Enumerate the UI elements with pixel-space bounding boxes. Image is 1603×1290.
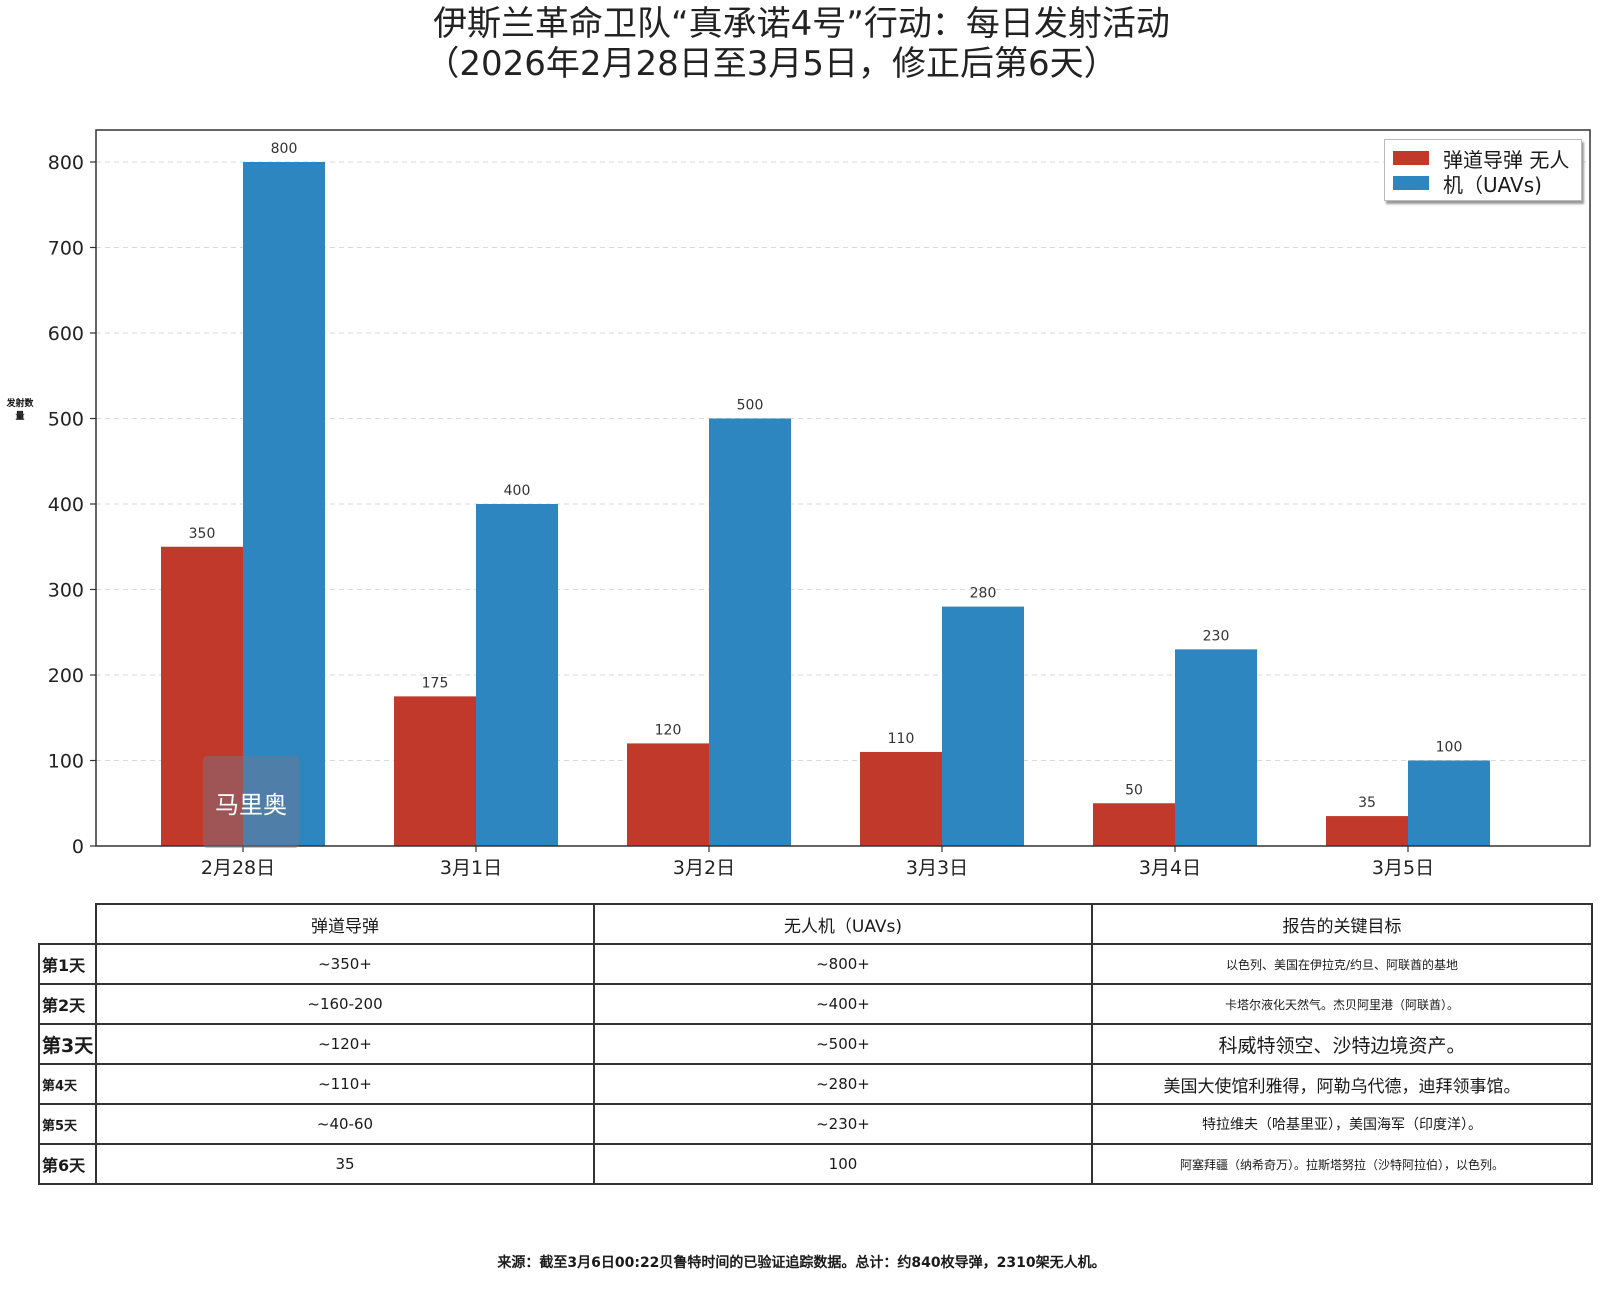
table-row: 第2天 ~160-200 ~400+ 卡塔尔液化天然气。杰贝阿里港（阿联酋）。 [38, 983, 1593, 1025]
table-cell-ballistic: 35 [95, 1143, 595, 1185]
y-tick-label: 600 [48, 323, 84, 345]
data-label-ballistic: 120 [655, 722, 682, 738]
legend-swatch-uav [1393, 176, 1429, 190]
legend: 弹道导弹 无人 机（UAVs) [1384, 139, 1582, 201]
bar-uav [476, 504, 558, 846]
legend-item-ballistic: 弹道导弹 无人 [1393, 146, 1570, 172]
table-row-day: 第4天 [38, 1063, 97, 1105]
table-cell-targets: 特拉维夫（哈基里亚），美国海军（印度洋）。 [1091, 1103, 1593, 1145]
data-table: 弹道导弹 无人机（UAVs) 报告的关键目标 第1天 ~350+ ~800+ 以… [38, 903, 1593, 1185]
bar-ballistic [161, 546, 243, 846]
bars [161, 162, 1490, 846]
table-cell-ballistic: ~40-60 [95, 1103, 595, 1145]
y-tick-label: 500 [48, 409, 84, 431]
table-row-day: 第3天 [38, 1023, 97, 1065]
y-axis-label: 发射数量 [6, 399, 34, 422]
table-cell-ballistic: ~160-200 [95, 983, 595, 1025]
data-label-ballistic: 35 [1358, 795, 1376, 811]
legend-label-uav: 机（UAVs) [1443, 172, 1542, 197]
table-cell-uav: ~500+ [593, 1023, 1093, 1065]
labels: 0 100 200 300 400 500 600 700 800 350 800 2月28日 175 4… [48, 141, 1463, 879]
bar-uav [243, 162, 325, 846]
data-label-ballistic: 175 [422, 675, 449, 691]
table-header-cell: 无人机（UAVs) [593, 903, 1093, 945]
y-tick-label: 300 [48, 580, 84, 602]
data-label-uav: 400 [504, 483, 531, 499]
plot-frame [95, 129, 1591, 847]
table-cell-targets: 美国大使馆利雅得，阿勒乌代德，迪拜领事馆。 [1091, 1063, 1593, 1105]
table-cell-uav: 100 [593, 1143, 1093, 1185]
x-tick-label: 3月3日 [906, 857, 968, 879]
x-tick-label: 2月28日 [201, 857, 275, 879]
bar-ballistic [860, 751, 942, 846]
x-tick-label: 3月2日 [673, 857, 735, 879]
data-label-ballistic: 110 [888, 731, 915, 747]
table-cell-ballistic: ~110+ [95, 1063, 595, 1105]
y-tick-label: 400 [48, 494, 84, 516]
gridlines [90, 161, 1590, 852]
x-tick-label: 3月1日 [440, 857, 502, 879]
bar-uav [709, 418, 791, 846]
table-row-day: 第1天 [38, 943, 97, 985]
data-label-uav: 230 [1203, 628, 1230, 644]
table-row: 第4天 ~110+ ~280+ 美国大使馆利雅得，阿勒乌代德，迪拜领事馆。 [38, 1063, 1593, 1105]
x-tick-label: 3月4日 [1139, 857, 1201, 879]
table-cell-uav: ~230+ [593, 1103, 1093, 1145]
bar-chart: 0 100 200 300 400 500 600 700 800 350 800 2月28日 175 4… [48, 129, 1591, 879]
bar-ballistic [1326, 816, 1408, 846]
data-label-ballistic: 350 [189, 526, 216, 542]
table-cell-targets: 科威特领空、沙特边境资产。 [1091, 1023, 1593, 1065]
table-cell-uav: ~280+ [593, 1063, 1093, 1105]
legend-label-ballistic: 弹道导弹 无人 [1443, 147, 1570, 172]
table-row: 第5天 ~40-60 ~230+ 特拉维夫（哈基里亚），美国海军（印度洋）。 [38, 1103, 1593, 1145]
bar-ballistic [1093, 803, 1175, 846]
data-label-uav: 100 [1436, 740, 1463, 756]
y-tick-label: 800 [48, 152, 84, 174]
table-cell-ballistic: ~350+ [95, 943, 595, 985]
data-label-uav: 280 [970, 586, 997, 602]
bar-uav [1408, 760, 1490, 846]
watermark: 马里奥 [203, 756, 299, 848]
data-label-uav: 800 [271, 141, 298, 157]
y-tick-label: 700 [48, 238, 84, 260]
table-cell-targets: 以色列、美国在伊拉克/约旦、阿联酋的基地 [1091, 943, 1593, 985]
table-row-day: 第6天 [38, 1143, 97, 1185]
table-cell-targets: 卡塔尔液化天然气。杰贝阿里港（阿联酋）。 [1091, 983, 1593, 1025]
table-row-day: 第2天 [38, 983, 97, 1025]
table-cell-ballistic: ~120+ [95, 1023, 595, 1065]
bar-ballistic [394, 696, 476, 846]
bar-uav [1175, 649, 1257, 846]
table-row: 第3天 ~120+ ~500+ 科威特领空、沙特边境资产。 [38, 1023, 1593, 1065]
bar-ballistic [627, 743, 709, 846]
chart-title: 伊斯兰革命卫队“真承诺4号”行动：每日发射活动 [433, 4, 1170, 44]
source-note: 来源：截至3月6日00:22贝鲁特时间的已验证追踪数据。总计：约840枚导弹，2… [497, 1255, 1106, 1271]
table-header-cell: 报告的关键目标 [1091, 903, 1593, 945]
bar-uav [942, 606, 1024, 846]
table-row-day: 第5天 [38, 1103, 97, 1145]
table-cell-targets: 阿塞拜疆（纳希奇万）。拉斯塔努拉（沙特阿拉伯），以色列。 [1091, 1143, 1593, 1185]
x-tick-label: 3月5日 [1372, 857, 1434, 879]
legend-item-uav: 机（UAVs) [1393, 171, 1542, 197]
data-label-ballistic: 50 [1125, 782, 1143, 798]
table-cell-uav: ~400+ [593, 983, 1093, 1025]
y-tick-label: 200 [48, 665, 84, 687]
y-tick-label: 0 [72, 836, 84, 858]
table-header-row: 弹道导弹 无人机（UAVs) 报告的关键目标 [39, 903, 1593, 945]
data-label-uav: 500 [737, 398, 764, 414]
table-corner [39, 904, 97, 945]
table-header-cell: 弹道导弹 [95, 903, 595, 945]
legend-swatch-ballistic [1393, 151, 1429, 165]
chart-subtitle: （2026年2月28日至3月5日，修正后第6天） [425, 44, 1118, 84]
y-tick-label: 100 [48, 751, 84, 773]
table-row: 第1天 ~350+ ~800+ 以色列、美国在伊拉克/约旦、阿联酋的基地 [38, 943, 1593, 985]
table-cell-uav: ~800+ [593, 943, 1093, 985]
table-row: 第6天 35 100 阿塞拜疆（纳希奇万）。拉斯塔努拉（沙特阿拉伯），以色列。 [38, 1143, 1593, 1185]
